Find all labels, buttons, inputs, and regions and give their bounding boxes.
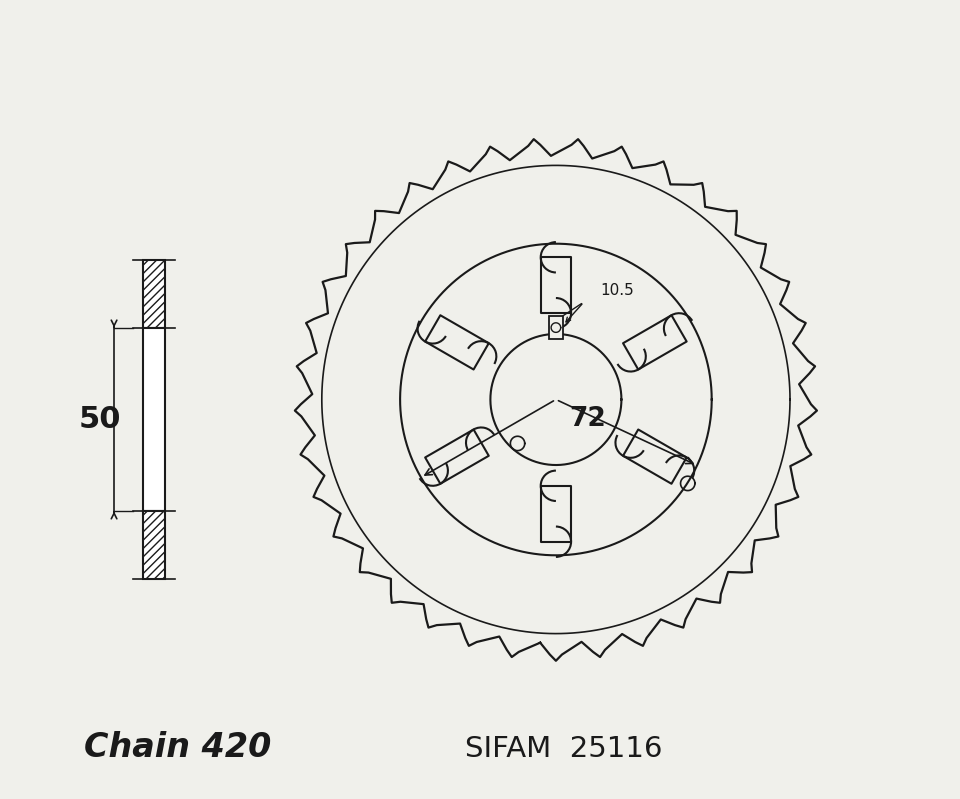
Bar — [143, 328, 165, 511]
Bar — [143, 511, 165, 579]
Text: 10.5: 10.5 — [600, 283, 634, 298]
Text: Chain 420: Chain 420 — [84, 730, 272, 764]
Bar — [143, 260, 165, 328]
Text: 50: 50 — [79, 405, 121, 434]
Text: SIFAM  25116: SIFAM 25116 — [466, 735, 662, 764]
Bar — [549, 316, 564, 339]
Text: 72: 72 — [569, 407, 607, 432]
